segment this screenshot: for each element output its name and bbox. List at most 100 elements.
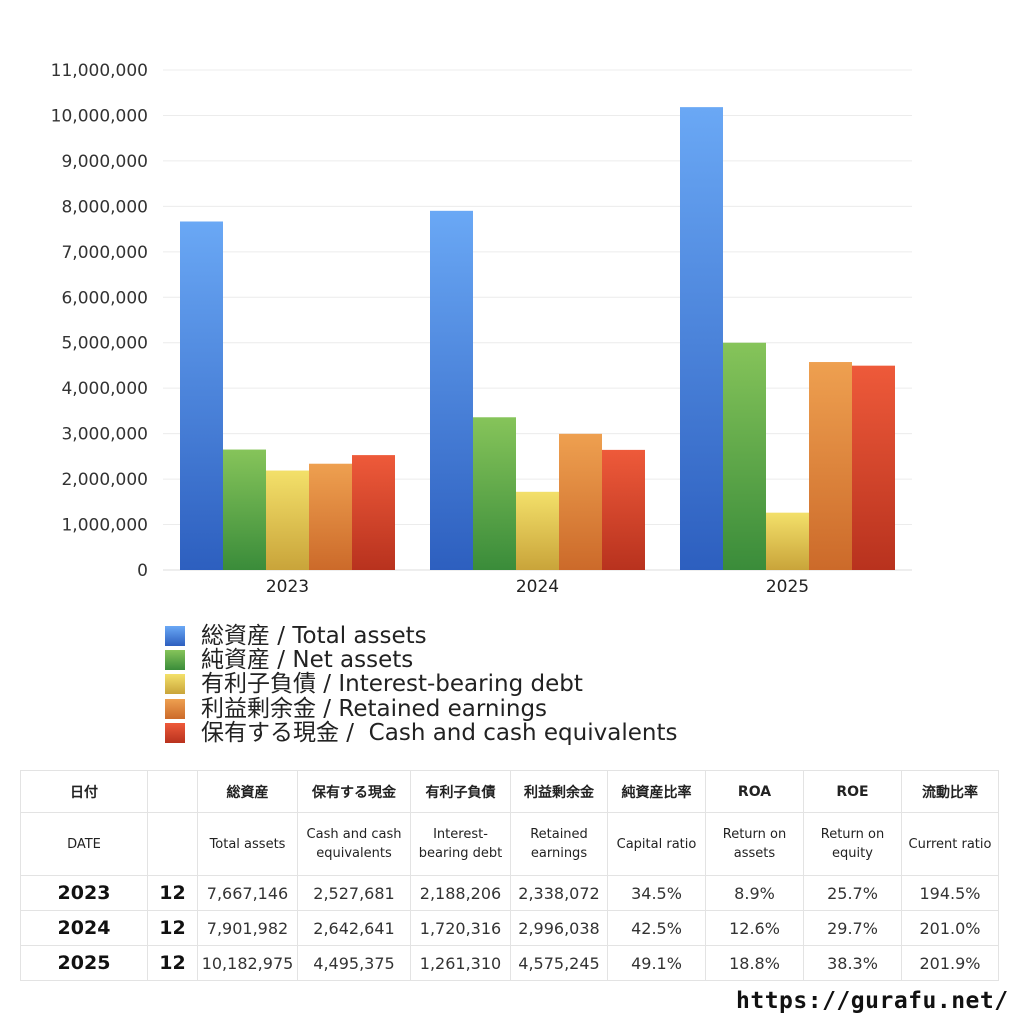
header-cell: 有利子負債 bbox=[410, 770, 511, 813]
table-cell: 2025 bbox=[20, 945, 148, 981]
bar bbox=[309, 463, 352, 570]
header-cell bbox=[147, 812, 198, 876]
table-cell: 201.0% bbox=[901, 910, 999, 946]
bar bbox=[473, 417, 516, 570]
header-cell: Cash and cash equivalents bbox=[297, 812, 411, 876]
table-cell: 34.5% bbox=[607, 875, 706, 911]
legend-label: 保有する現金 / Cash and cash equivalents bbox=[201, 719, 678, 746]
header-cell: Current ratio bbox=[901, 812, 999, 876]
table-row: 2023 12 7,667,146 2,527,681 2,188,206 2,338,0… bbox=[20, 875, 999, 911]
table-cell: 42.5% bbox=[607, 910, 706, 946]
table-cell: 12 bbox=[147, 945, 198, 981]
bar bbox=[723, 342, 766, 570]
y-tick-label: 0 bbox=[137, 561, 148, 581]
x-tick-label: 2025 bbox=[766, 577, 809, 597]
header-cell: Retained earnings bbox=[510, 812, 608, 876]
legend-swatch bbox=[165, 650, 185, 671]
table-cell: 1,720,316 bbox=[410, 910, 511, 946]
y-tick-label: 9,000,000 bbox=[61, 152, 148, 172]
x-axis: 2023 2024 2025 bbox=[266, 577, 809, 597]
legend-swatch bbox=[165, 626, 185, 647]
header-cell: ROA bbox=[705, 770, 804, 813]
bar bbox=[516, 491, 559, 570]
y-tick-label: 7,000,000 bbox=[61, 243, 148, 263]
legend-label: 純資産 / Net assets bbox=[201, 647, 414, 674]
y-tick-label: 3,000,000 bbox=[61, 425, 148, 445]
y-tick-label: 4,000,000 bbox=[61, 379, 148, 399]
table-cell: 18.8% bbox=[705, 945, 804, 981]
bar bbox=[223, 449, 266, 570]
table-row: 2025 12 10,182,975 4,495,375 1,261,310 4,575,… bbox=[20, 945, 999, 981]
header-cell: 利益剰余金 bbox=[510, 770, 608, 813]
header-cell: DATE bbox=[20, 812, 148, 876]
table-cell: 12 bbox=[147, 875, 198, 911]
header-cell: 流動比率 bbox=[901, 770, 999, 813]
legend-label: 利益剰余金 / Retained earnings bbox=[201, 695, 548, 722]
bar-chart: 0 1,000,000 2,000,000 3,000,000 4,000,000 5,0… bbox=[51, 61, 912, 597]
y-tick-label: 6,000,000 bbox=[61, 288, 148, 308]
legend-item: 利益剰余金 / Retained earnings bbox=[165, 697, 677, 721]
bar bbox=[180, 221, 223, 571]
header-cell: Capital ratio bbox=[607, 812, 706, 876]
y-tick-label: 1,000,000 bbox=[61, 516, 148, 536]
bar bbox=[266, 470, 309, 570]
table-cell: 2,527,681 bbox=[297, 875, 411, 911]
legend-swatch bbox=[165, 698, 185, 719]
header-cell: Return on equity bbox=[803, 812, 902, 876]
bar bbox=[430, 210, 473, 570]
table-cell: 4,575,245 bbox=[510, 945, 608, 981]
header-cell: 総資産 bbox=[197, 770, 298, 813]
table-cell: 38.3% bbox=[803, 945, 902, 981]
table-cell: 12 bbox=[147, 910, 198, 946]
table-cell: 2,642,641 bbox=[297, 910, 411, 946]
header-cell bbox=[147, 770, 198, 813]
header-cell: 純資産比率 bbox=[607, 770, 706, 813]
legend-swatch bbox=[165, 722, 185, 743]
site-url: https://gurafu.net/ bbox=[736, 988, 1009, 1014]
header-cell: ROE bbox=[803, 770, 902, 813]
table-cell: 10,182,975 bbox=[197, 945, 298, 981]
bars bbox=[180, 107, 895, 571]
table-cell: 4,495,375 bbox=[297, 945, 411, 981]
legend-item: 総資産 / Total assets bbox=[165, 624, 677, 648]
table-header-jp: 日付 総資産 保有する現金 有利子負債 利益剰余金 純資産比率 ROA ROE 流動比率 bbox=[20, 770, 999, 813]
bar bbox=[766, 512, 809, 570]
bar bbox=[680, 107, 723, 570]
bar bbox=[602, 449, 645, 570]
legend-item: 純資産 / Net assets bbox=[165, 648, 677, 672]
legend-item: 保有する現金 / Cash and cash equivalents bbox=[165, 721, 677, 745]
x-tick-label: 2024 bbox=[516, 577, 559, 597]
header-cell: Interest-bearing debt bbox=[410, 812, 511, 876]
table-row: 2024 12 7,901,982 2,642,641 1,720,316 2,996,0… bbox=[20, 910, 999, 946]
y-tick-label: 11,000,000 bbox=[51, 61, 148, 81]
bar bbox=[559, 433, 602, 570]
header-cell: 保有する現金 bbox=[297, 770, 411, 813]
y-tick-label: 5,000,000 bbox=[61, 334, 148, 354]
y-axis: 0 1,000,000 2,000,000 3,000,000 4,000,000 5,0… bbox=[51, 61, 148, 581]
y-tick-label: 2,000,000 bbox=[61, 470, 148, 490]
y-tick-label: 8,000,000 bbox=[61, 197, 148, 217]
legend-item: 有利子負債 / Interest-bearing debt bbox=[165, 672, 677, 696]
table-cell: 49.1% bbox=[607, 945, 706, 981]
table-cell: 2,996,038 bbox=[510, 910, 608, 946]
table-cell: 8.9% bbox=[705, 875, 804, 911]
legend-label: 有利子負債 / Interest-bearing debt bbox=[201, 671, 583, 698]
table-header-en: DATE Total assets Cash and cash equivalent… bbox=[20, 812, 999, 876]
table-cell: 12.6% bbox=[705, 910, 804, 946]
table-cell: 7,901,982 bbox=[197, 910, 298, 946]
header-cell: Return on assets bbox=[705, 812, 804, 876]
table-cell: 2024 bbox=[20, 910, 148, 946]
financial-table: 日付 総資産 保有する現金 有利子負債 利益剰余金 純資産比率 ROA ROE 流動比率 DAT… bbox=[20, 770, 999, 981]
table-cell: 2,188,206 bbox=[410, 875, 511, 911]
table-cell: 201.9% bbox=[901, 945, 999, 981]
header-cell: Total assets bbox=[197, 812, 298, 876]
table-cell: 2,338,072 bbox=[510, 875, 608, 911]
table-cell: 1,261,310 bbox=[410, 945, 511, 981]
table-cell: 25.7% bbox=[803, 875, 902, 911]
header-cell: 日付 bbox=[20, 770, 148, 813]
legend: 総資産 / Total assets 純資産 / Net assets 有利子負債 … bbox=[165, 624, 677, 745]
x-tick-label: 2023 bbox=[266, 577, 309, 597]
bar bbox=[352, 455, 395, 570]
legend-label: 総資産 / Total assets bbox=[201, 623, 427, 650]
legend-swatch bbox=[165, 674, 185, 695]
